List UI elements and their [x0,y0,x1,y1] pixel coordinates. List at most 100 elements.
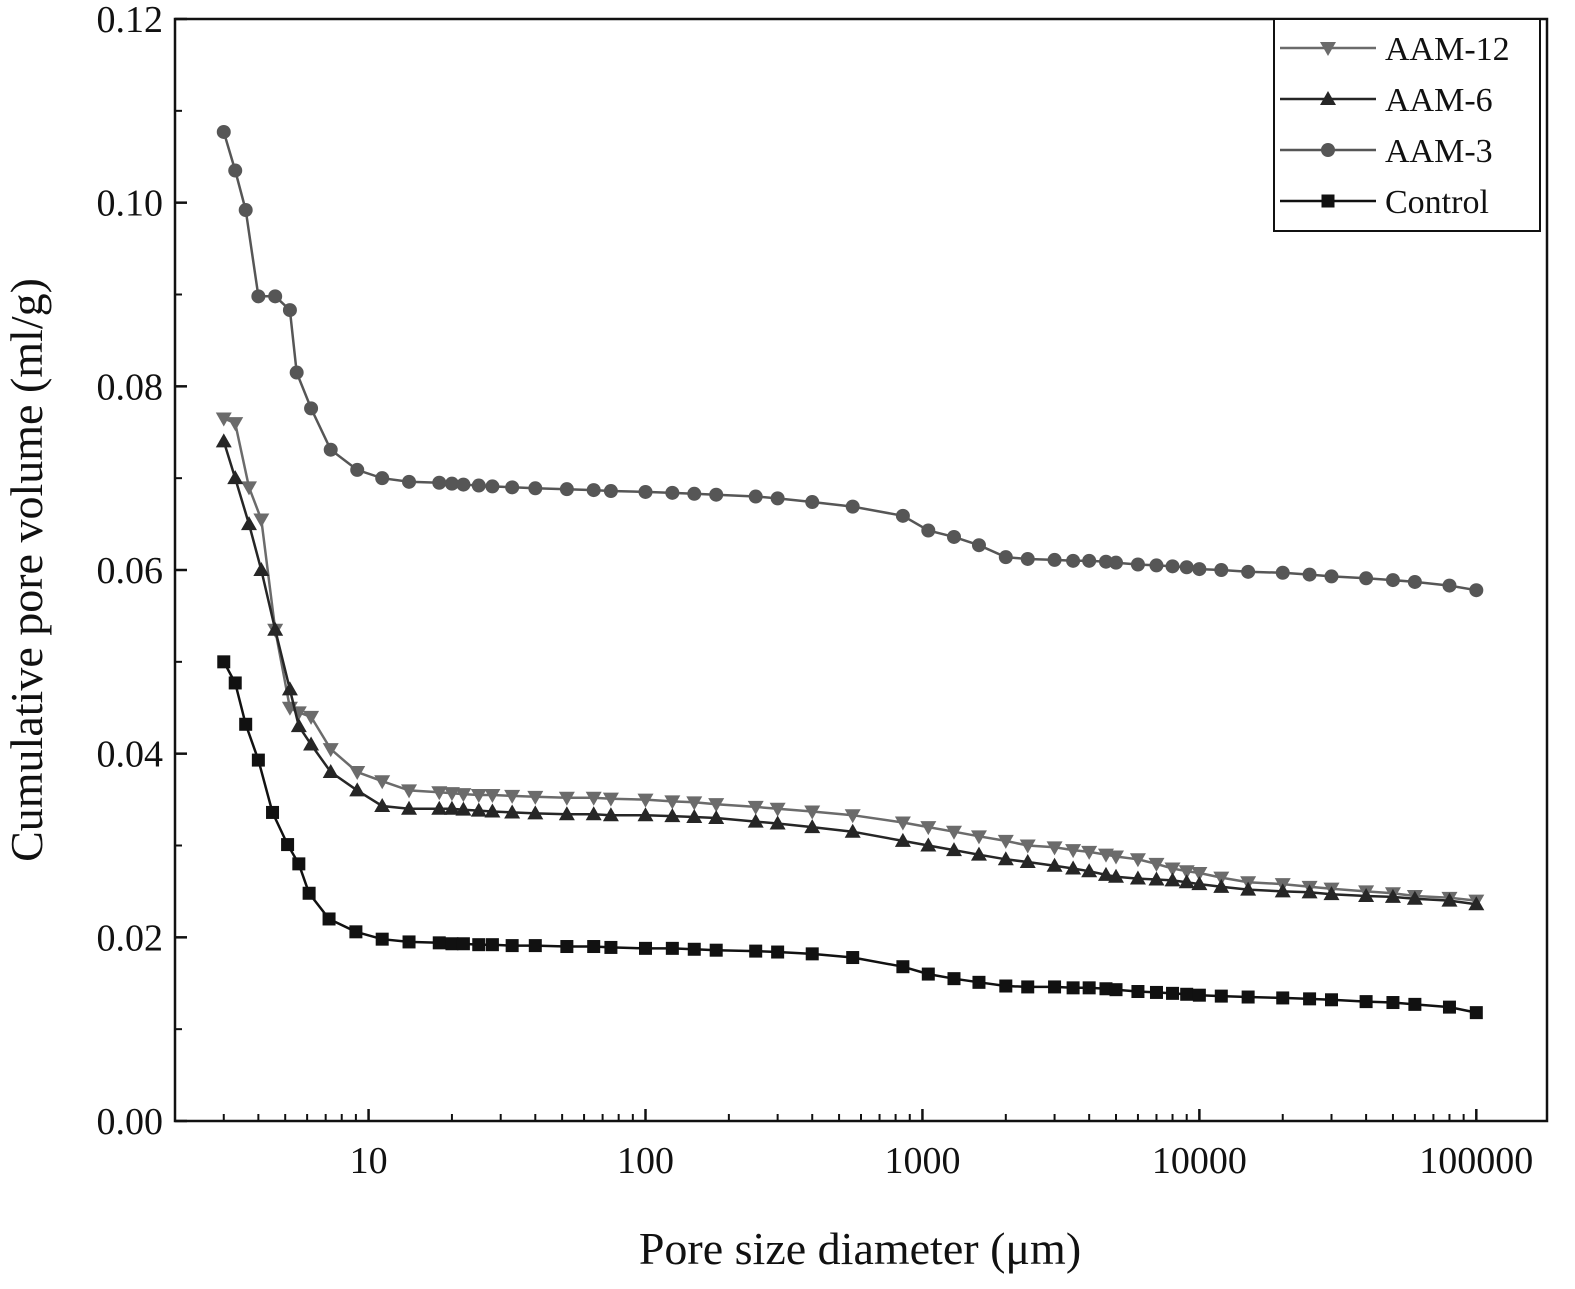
data-point-aam-3 [895,508,910,523]
data-point-aam-12 [1164,862,1181,877]
data-point-aam-3 [456,477,471,492]
data-point-aam-3 [1469,583,1484,598]
data-point-aam-6 [1108,868,1125,883]
data-point-aam-12 [504,789,521,804]
data-point-aam-12 [844,809,861,824]
data-point-aam-3 [1098,554,1113,569]
data-point-control [445,937,459,951]
legend-item-aam-3: AAM-3 [1280,133,1493,170]
data-point-aam-12 [1019,839,1036,854]
data-point-aam-6 [1274,883,1291,898]
data-point-aam-6 [708,809,725,824]
data-point-aam-6 [281,681,298,696]
data-point-control [1109,983,1123,997]
x-tick-label: 100000 [1419,1140,1533,1182]
x-axis-title: Pore size diameter (μm) [639,1223,1081,1274]
x-tick-label: 10000 [1152,1140,1247,1182]
data-point-aam-6 [290,718,307,733]
data-point-control [665,941,679,955]
data-point-control [528,939,542,953]
data-point-aam-12 [894,816,911,831]
data-point-aam-6 [253,562,270,576]
data-point-control [1214,989,1228,1003]
data-point-aam-3 [1130,557,1145,572]
data-point-aam-12 [1129,853,1146,868]
data-point-control [846,951,860,965]
data-point-control [687,942,701,956]
data-point-aam-12 [1191,867,1208,882]
data-point-control [292,857,306,871]
data-point-control [228,676,242,690]
data-point-aam-6 [664,808,681,823]
x-axis: 10 100 1000 10000 100000 [174,1109,1533,1182]
data-point-aam-12 [637,793,654,808]
data-point-aam-3 [1442,578,1457,593]
data-point-aam-6 [686,809,703,824]
data-point-control [921,967,935,981]
data-point-control [1469,1006,1483,1020]
data-point-aam-3 [586,483,601,498]
data-point-control [456,937,470,951]
data-point-aam-3 [1179,560,1194,575]
data-point-control [1149,985,1163,999]
data-point-control [1276,991,1290,1005]
data-point-control [402,935,416,949]
data-point-aam-3 [432,475,447,490]
data-point-aam-12 [1148,857,1165,872]
data-point-aam-3 [251,289,266,304]
data-point-aam-6 [303,736,320,751]
data-point-control [771,945,785,959]
data-point-aam-6 [1097,866,1114,881]
data-point-aam-12 [945,825,962,840]
data-point-aam-3 [1047,552,1062,567]
data-point-aam-3 [485,479,500,494]
data-point-aam-6 [443,800,460,815]
data-point-control [1166,986,1180,1000]
data-point-aam-6 [1441,892,1458,907]
data-point-aam-3 [971,538,986,553]
data-point-aam-6 [1148,871,1165,886]
data-point-aam-6 [1129,870,1146,885]
data-point-aam-12 [349,766,366,781]
data-point-aam-3 [1275,565,1290,580]
legend-label: AAM-6 [1385,82,1493,119]
data-point-aam-6 [484,803,501,818]
data-point-aam-3 [921,523,936,538]
data-point-aam-6 [769,815,786,830]
data-point-aam-12 [401,784,418,799]
data-point-aam-3 [1082,553,1097,568]
data-point-aam-6 [1468,896,1485,911]
data-point-aam-12 [227,417,244,432]
data-point-aam-3 [323,442,338,457]
data-point-aam-6 [227,470,244,485]
data-point-aam-3 [638,484,653,499]
data-point-control [217,655,231,669]
data-point-aam-12 [1108,850,1125,865]
data-point-control [1408,997,1422,1011]
data-point-control [1131,985,1145,999]
x-tick-label: 10 [350,1140,388,1182]
data-point-aam-12 [527,790,544,805]
data-point-aam-3 [402,474,417,489]
data-point-aam-12 [664,795,681,810]
data-point-control [1048,980,1062,994]
legend-marker [1321,143,1335,157]
data-point-control [505,939,519,953]
data-point-aam-6 [527,805,544,820]
data-point-aam-12 [997,834,1014,849]
data-point-control [749,944,763,958]
data-point-aam-12 [431,786,448,801]
data-point-aam-3 [238,203,253,218]
data-point-control [896,960,910,974]
data-point-aam-3 [216,124,231,139]
data-point-control [375,932,389,946]
data-point-control [947,972,961,986]
data-point-aam-3 [304,401,319,416]
data-point-aam-6 [1164,872,1181,887]
data-point-aam-6 [1301,884,1318,899]
data-point-aam-6 [240,516,257,531]
legend-marker [1320,42,1336,56]
data-point-aam-3 [228,163,243,178]
data-point-aam-12 [484,788,501,803]
y-tick-label: 0.08 [97,366,164,408]
